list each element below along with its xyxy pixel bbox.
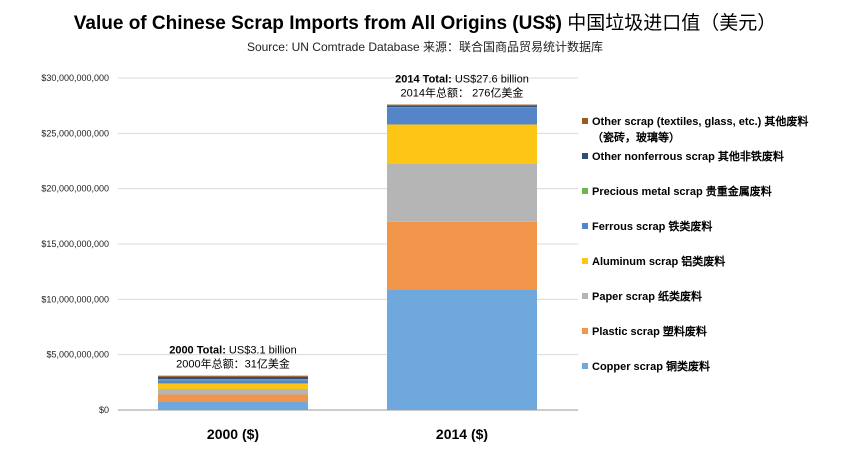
bar-segment [387, 107, 537, 108]
bar-segment [387, 163, 537, 222]
total-annotation-line2: 2014年总额： 276亿美金 [401, 86, 524, 100]
legend-label: Copper scrap 铜类废料 [592, 359, 710, 373]
x-axis-labels: 2000 ($) 2014 ($) [207, 426, 488, 442]
legend-label: Paper scrap 纸类废料 [592, 289, 702, 303]
chart-title-en: Value of Chinese Scrap Imports from All … [73, 13, 562, 34]
legend-label: Ferrous scrap 铁类废料 [592, 219, 712, 233]
y-tick-label: $5,000,000,000 [46, 350, 109, 360]
total-annotations: 2000 Total: US$3.1 billion2000年总额：31亿美金2… [169, 74, 529, 371]
bar-segment [158, 383, 308, 389]
bar-segment [387, 221, 537, 290]
y-tick-label: $0 [99, 405, 109, 415]
bar-segment [158, 376, 308, 380]
legend: Other scrap (textiles, glass, etc.) 其他废料… [582, 114, 808, 373]
x-category-label: 2014 ($) [436, 426, 488, 442]
legend-swatch [582, 118, 588, 124]
total-annotation-line1: 2000 Total: US$3.1 billion [169, 345, 297, 357]
total-annotation-value: US$3.1 billion [226, 345, 297, 357]
bar-segment [387, 104, 537, 106]
x-category-label: 2000 ($) [207, 426, 259, 442]
y-axis-tick-labels: $0 $5,000,000,000 $10,000,000,000 $15,000,0… [41, 73, 109, 415]
legend-swatch [582, 293, 588, 299]
total-annotation-label: 2000 Total: [169, 345, 226, 357]
legend-label: Plastic scrap 塑料废料 [592, 324, 707, 338]
legend-label: Precious metal scrap 贵重金属废料 [592, 184, 772, 198]
bar-segment [387, 107, 537, 125]
y-tick-label: $15,000,000,000 [41, 239, 109, 249]
bar-segment [158, 394, 308, 402]
chart-title-cn: 中国垃圾进口值（美元） [567, 12, 777, 34]
bar-segment [387, 289, 537, 410]
bar-segment [387, 124, 537, 164]
total-annotation-label: 2014 Total: [395, 74, 452, 86]
legend-swatch [582, 363, 588, 369]
bar-segment [387, 105, 537, 108]
chart-subtitle: Source: UN Comtrade Database 来源：联合国商品贸易统… [246, 40, 604, 54]
legend-swatch [582, 153, 588, 159]
bar-segment [158, 375, 308, 377]
y-tick-label: $20,000,000,000 [41, 184, 109, 194]
chart-title: Value of Chinese Scrap Imports from All … [0, 8, 850, 35]
legend-swatch [582, 258, 588, 264]
bar-stacks [158, 104, 537, 410]
legend-label-line2: （瓷砖，玻璃等） [592, 130, 680, 144]
total-annotation-value: US$27.6 billion [452, 74, 529, 86]
legend-swatch [582, 223, 588, 229]
total-annotation-line2: 2000年总额：31亿美金 [176, 357, 290, 371]
legend-label: Other nonferrous scrap 其他非铁废料 [592, 149, 784, 163]
total-annotation-line1: 2014 Total: US$27.6 billion [395, 74, 529, 86]
bar-segment [158, 388, 308, 395]
y-tick-label: $10,000,000,000 [41, 294, 109, 304]
y-tick-label: $30,000,000,000 [41, 73, 109, 83]
bar-segment [158, 380, 308, 384]
y-tick-label: $25,000,000,000 [41, 128, 109, 138]
legend-label: Other scrap (textiles, glass, etc.) 其他废料 [592, 114, 808, 128]
legend-label: Aluminum scrap 铝类废料 [592, 254, 725, 268]
legend-swatch [582, 328, 588, 334]
bar-segment [158, 401, 308, 410]
bar-segment [158, 379, 308, 381]
legend-swatch [582, 188, 588, 194]
